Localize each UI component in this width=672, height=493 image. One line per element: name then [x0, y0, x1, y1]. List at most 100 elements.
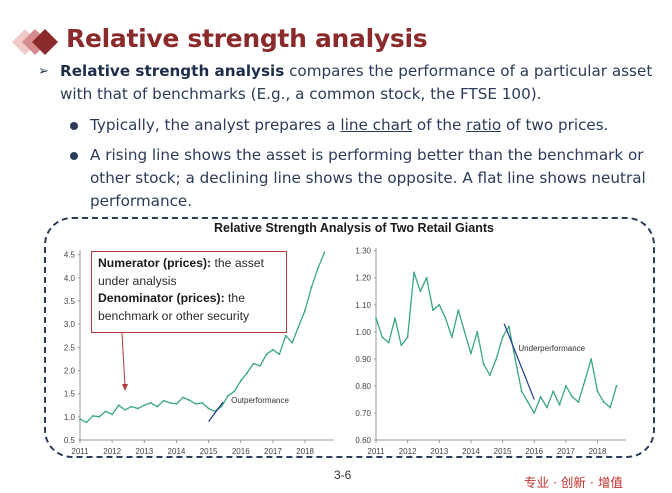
- data-point: [444, 317, 447, 320]
- x-tick-label: 2013: [430, 447, 448, 456]
- data-point: [130, 405, 133, 408]
- y-tick-label: 1.00: [355, 328, 371, 337]
- denominator-label: Denominator (prices):: [98, 291, 225, 305]
- data-point: [124, 408, 126, 411]
- data-point: [596, 390, 599, 393]
- data-point: [451, 336, 453, 339]
- data-point: [175, 402, 178, 405]
- y-tick-label: 0.5: [64, 436, 76, 445]
- data-point: [98, 415, 101, 418]
- sub-bullet-1-text-pre: Typically, the analyst prepares a: [90, 116, 341, 134]
- page-number: 3-6: [334, 468, 352, 482]
- data-point: [381, 336, 384, 339]
- x-tick-label: 2016: [525, 447, 543, 456]
- numerator-label: Numerator (prices):: [98, 256, 212, 270]
- data-point: [310, 286, 313, 288]
- underperformance-trend-line: [503, 323, 535, 400]
- data-point: [85, 421, 88, 424]
- data-point: [233, 390, 236, 393]
- data-point: [520, 390, 523, 393]
- sub-bullet-1-text-post: of two prices.: [501, 116, 609, 134]
- data-point: [463, 330, 466, 333]
- data-point: [583, 379, 586, 382]
- data-point: [117, 404, 120, 407]
- ratio-link[interactable]: ratio: [466, 116, 502, 134]
- data-point: [419, 290, 422, 293]
- x-tick-label: 2012: [399, 447, 417, 456]
- outperformance-trend-line: [208, 401, 224, 422]
- figure-title: Relative Strength Analysis of Two Retail…: [214, 221, 494, 235]
- line-chart-link[interactable]: line chart: [340, 116, 413, 134]
- data-point: [246, 371, 249, 374]
- x-tick-label: 2018: [589, 447, 607, 456]
- data-point: [552, 390, 555, 393]
- chart-left: 0.5 1.0 1.5 2.0 2.5 3.0 3.5 4.0 4.5 2011 2012 2013 2…: [64, 250, 334, 456]
- bullet-dot-icon: [70, 122, 78, 130]
- data-point: [304, 309, 306, 312]
- data-point: [297, 325, 300, 328]
- x-tick-label: 2017: [557, 447, 575, 456]
- data-point: [539, 395, 542, 398]
- data-point: [239, 379, 242, 382]
- chart-right: 0.60 0.70 0.80 0.90 1.00 1.10 1.20 1.30 2011 2012…: [355, 247, 626, 456]
- y-tick-label: 0.80: [355, 382, 371, 391]
- y-tick-label: 2.5: [64, 343, 76, 352]
- main-bullet-lead: Relative strength analysis: [60, 62, 285, 80]
- y-tick-label: 4.0: [64, 274, 76, 283]
- sub-bullet-2-text: A rising line shows the asset is perform…: [90, 146, 646, 210]
- data-point: [252, 362, 255, 365]
- data-point: [406, 336, 409, 339]
- y-tick-label: 0.60: [355, 436, 371, 445]
- data-point: [609, 406, 612, 409]
- data-point: [577, 401, 580, 404]
- data-point: [387, 341, 390, 344]
- main-bullet-text: compares the performance of a particular…: [60, 62, 653, 103]
- data-point: [265, 353, 268, 356]
- x-tick-label: 2015: [200, 447, 218, 456]
- data-point: [438, 303, 441, 306]
- data-point: [156, 405, 159, 408]
- arrow-bullet-icon: ➢: [38, 64, 49, 79]
- y-tick-label: 2.0: [64, 366, 76, 375]
- data-point: [457, 309, 460, 312]
- data-point: [501, 336, 504, 339]
- data-point: [508, 325, 510, 328]
- x-tick-label: 2016: [232, 447, 250, 456]
- data-point: [111, 413, 114, 416]
- main-bullet: ➢ Relative strength analysis compares th…: [38, 60, 658, 106]
- sub-bullet-1-text-mid: of the: [412, 116, 467, 134]
- data-point: [526, 401, 529, 404]
- y-tick-label: 3.5: [64, 297, 76, 306]
- data-point: [375, 317, 377, 320]
- data-point: [201, 402, 204, 404]
- x-tick-label: 2014: [462, 447, 480, 456]
- series-line: [375, 271, 618, 414]
- data-point: [79, 418, 81, 421]
- annotation-arrowhead-icon: [122, 384, 128, 391]
- denominator-text: the benchmark or other security: [98, 291, 250, 323]
- data-point: [533, 412, 536, 414]
- x-tick-label: 2014: [168, 447, 186, 456]
- y-tick-label: 1.5: [64, 390, 76, 399]
- numerator-text: the asset under analysis: [98, 256, 264, 288]
- bullet-dot-icon: [70, 152, 78, 160]
- data-point: [432, 309, 434, 312]
- y-tick-label: 1.0: [64, 413, 76, 422]
- slide-title: Relative strength analysis: [66, 24, 428, 53]
- y-tick-label: 0.70: [355, 409, 371, 418]
- data-point: [149, 402, 152, 404]
- data-point: [162, 399, 165, 402]
- annotation-box: Numerator (prices): the asset under anal…: [91, 251, 287, 333]
- data-point: [470, 352, 472, 355]
- x-tick-label: 2013: [135, 447, 153, 456]
- x-tick-label: 2017: [264, 447, 282, 456]
- data-point: [317, 267, 319, 270]
- sub-bullet-2: A rising line shows the asset is perform…: [70, 144, 650, 213]
- data-point: [394, 317, 396, 320]
- y-tick-label: 4.5: [64, 251, 76, 260]
- sub-bullet-1: Typically, the analyst prepares a line c…: [70, 114, 650, 137]
- y-tick-label: 1.20: [355, 274, 371, 283]
- data-point: [482, 363, 485, 366]
- data-point: [489, 374, 491, 376]
- y-tick-label: 0.90: [355, 355, 371, 364]
